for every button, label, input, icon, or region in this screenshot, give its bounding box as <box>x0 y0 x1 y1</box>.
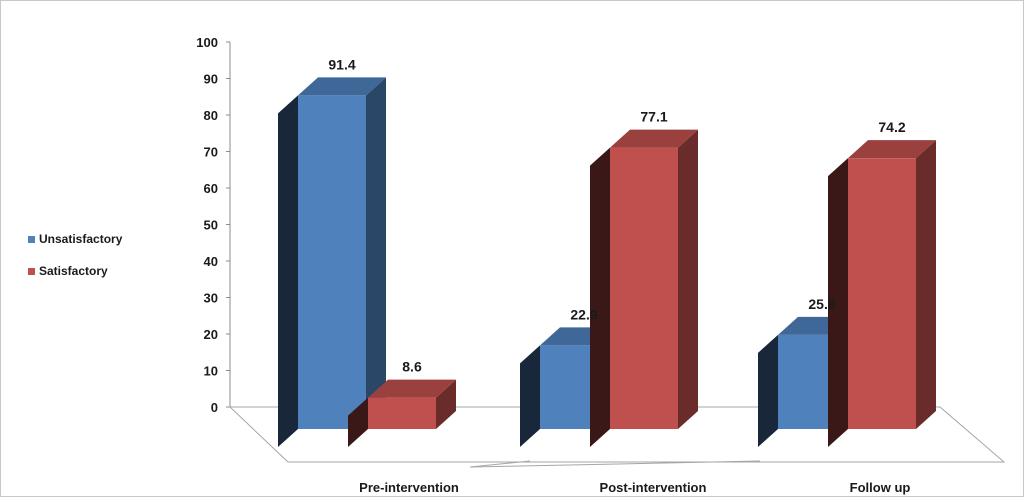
y-tick-label: 30 <box>204 291 218 306</box>
y-tick-label: 90 <box>204 72 218 87</box>
y-tick-label: 10 <box>204 364 218 379</box>
legend-swatch-satisfactory <box>28 268 35 275</box>
legend-label-unsatisfactory: Unsatisfactory <box>39 232 123 246</box>
bar-satisfactory-pre-intervention <box>348 379 456 447</box>
x-tick-label-follow-up: Follow up <box>850 480 911 495</box>
bar-satisfactory-pre-intervention-side <box>436 379 456 429</box>
x-tick-label-post-intervention: Post-intervention <box>600 480 707 495</box>
bar-satisfactory-follow-up-side <box>916 140 936 430</box>
legend: Unsatisfactory Satisfactory <box>28 232 123 278</box>
bar-satisfactory-post-intervention-left <box>590 147 610 447</box>
y-tick-label: 80 <box>204 108 218 123</box>
bar-unsatisfactory-pre-intervention-top <box>298 77 386 96</box>
data-label-unsatisfactory-pre-intervention: 91.4 <box>328 56 355 72</box>
bar-satisfactory-pre-intervention-top <box>368 379 456 398</box>
bar-unsatisfactory-follow-up-left <box>758 334 778 447</box>
data-label-unsatisfactory-follow-up: 25.8 <box>808 296 835 312</box>
data-label-unsatisfactory-post-intervention: 22.9 <box>570 306 597 322</box>
legend-label-satisfactory: Satisfactory <box>39 264 108 278</box>
bar-satisfactory-pre-intervention-left <box>348 397 368 447</box>
y-tick-label: 60 <box>204 181 218 196</box>
bar-satisfactory-post-intervention-side <box>678 129 698 429</box>
bar-satisfactory-follow-up-front <box>848 158 916 430</box>
y-tick-label: 70 <box>204 145 218 160</box>
bar-unsatisfactory-pre-intervention-left <box>278 95 298 447</box>
y-tick-label: 20 <box>204 327 218 342</box>
bars-layer <box>278 77 936 448</box>
bar-satisfactory-follow-up <box>828 140 936 448</box>
bar-satisfactory-post-intervention-top <box>610 129 698 148</box>
bar-unsatisfactory-pre-intervention-front <box>298 95 366 429</box>
bar-satisfactory-pre-intervention-front <box>368 397 436 429</box>
category-divider <box>469 460 761 468</box>
bar-unsatisfactory-post-intervention-left <box>520 345 540 447</box>
bar-satisfactory-post-intervention <box>590 129 698 447</box>
bar-satisfactory-follow-up-left <box>828 158 848 448</box>
x-tick-label-pre-intervention: Pre-intervention <box>359 480 459 495</box>
bar-satisfactory-follow-up-top <box>848 140 936 159</box>
y-tick-label: 50 <box>204 218 218 233</box>
bar-unsatisfactory-pre-intervention <box>278 77 386 447</box>
category-divider <box>469 460 531 468</box>
y-tick-label: 100 <box>196 35 218 50</box>
axis-layer: 0 10 20 30 40 50 60 70 80 90 100 <box>196 35 231 415</box>
data-label-satisfactory-follow-up: 74.2 <box>878 119 905 135</box>
data-label-satisfactory-post-intervention: 77.1 <box>640 109 667 125</box>
y-tick-label: 0 <box>211 400 218 415</box>
y-tick-label: 40 <box>204 254 218 269</box>
data-label-satisfactory-pre-intervention: 8.6 <box>402 359 422 375</box>
bar-unsatisfactory-pre-intervention-side <box>366 77 386 429</box>
legend-swatch-unsatisfactory <box>28 236 35 243</box>
labels-layer: Pre-intervention Post-intervention Follow … <box>328 56 910 495</box>
bar-satisfactory-post-intervention-front <box>610 147 678 429</box>
